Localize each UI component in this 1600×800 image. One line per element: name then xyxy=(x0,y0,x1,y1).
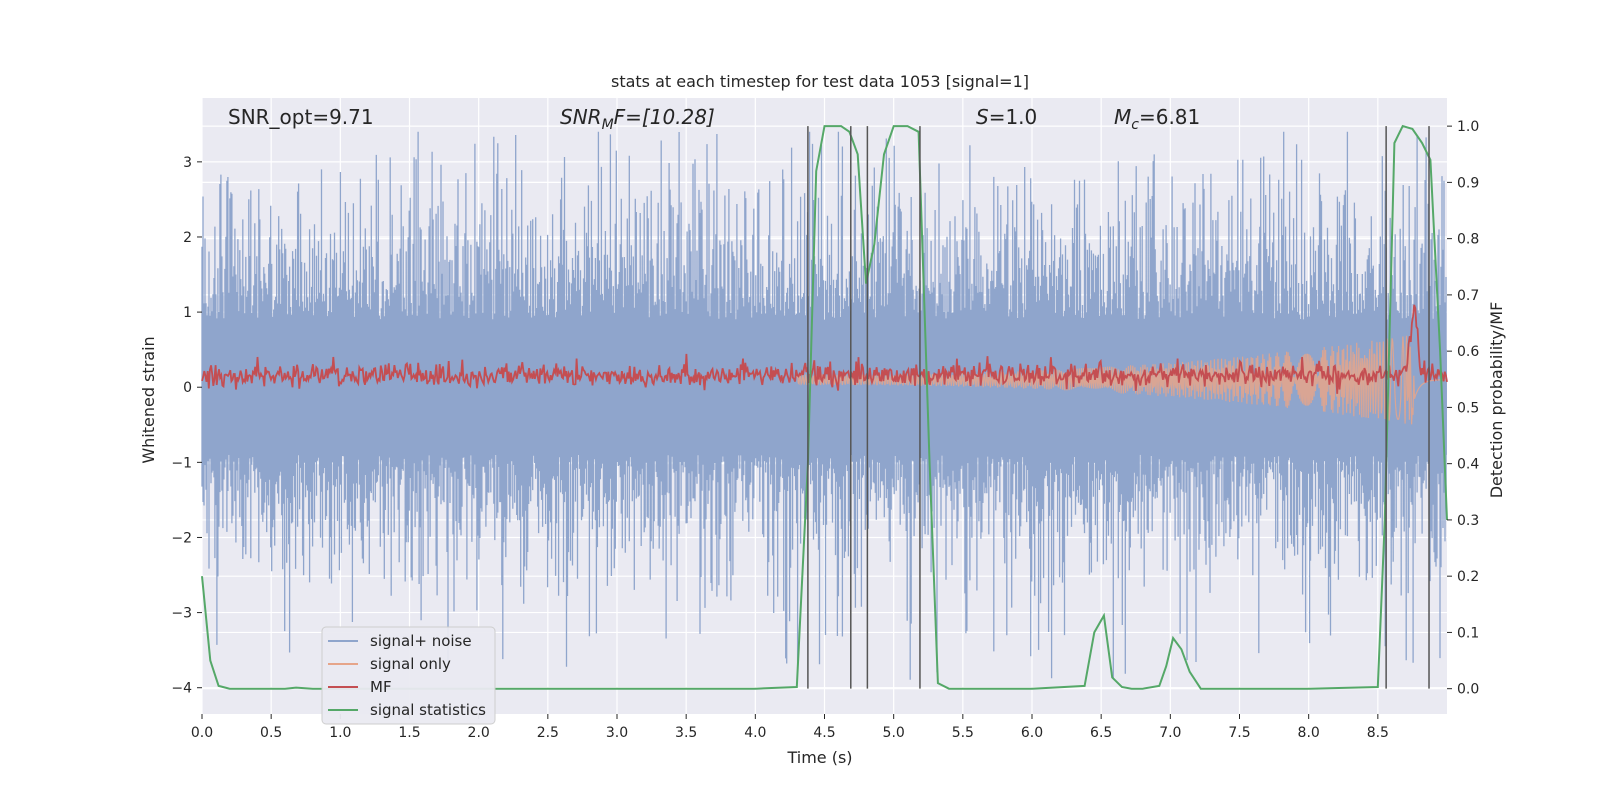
y-left-tick-label: −1 xyxy=(171,455,192,471)
x-tick-label: 3.5 xyxy=(675,725,697,741)
right-y-axis-ticks: 1.0 0.9 0.8 0.7 0.6 0.5 0.4 0.3 0.2 0.1 0.0 xyxy=(1447,119,1479,698)
x-tick-label: 1.5 xyxy=(398,725,420,741)
y-right-tick-label: 0.7 xyxy=(1457,288,1479,304)
y-right-tick-label: 0.8 xyxy=(1457,232,1479,248)
y-right-tick-label: 0.3 xyxy=(1457,513,1479,529)
y-right-tick-label: 0.2 xyxy=(1457,569,1479,585)
legend: signal+ noise signal only MF signal stat… xyxy=(321,626,496,725)
right-y-axis-label: Detection probability/MF xyxy=(1487,302,1506,499)
x-tick-label: 2.5 xyxy=(537,725,559,741)
mf-trace xyxy=(201,304,1448,394)
y-right-tick-label: 0.1 xyxy=(1457,625,1479,641)
x-axis-ticks: 0.0 0.5 1.0 1.5 2.0 2.5 3.0 3.5 4.0 4.5 5.0 5.5 6.0 6… xyxy=(191,714,1389,741)
snr-opt-annotation: SNR_opt=9.71 xyxy=(228,105,374,129)
x-tick-label: 8.0 xyxy=(1298,725,1320,741)
y-left-tick-label: 2 xyxy=(183,230,192,246)
y-right-tick-label: 0.0 xyxy=(1457,682,1479,698)
mc-base: M xyxy=(1114,105,1131,129)
legend-label-signal-only: signal only xyxy=(370,655,451,673)
x-tick-label: 2.0 xyxy=(468,725,490,741)
y-left-tick-label: 0 xyxy=(183,380,192,396)
y-left-tick-label: −2 xyxy=(171,530,192,546)
mc-subscript: c xyxy=(1131,117,1139,133)
y-right-tick-label: 0.4 xyxy=(1457,457,1479,473)
s-annotation: S=1.0 xyxy=(976,105,1037,129)
x-tick-label: 0.0 xyxy=(191,725,213,741)
x-tick-label: 4.5 xyxy=(813,725,835,741)
snr-mf-base: SNR xyxy=(560,105,602,129)
legend-label-mf: MF xyxy=(370,678,392,696)
y-left-tick-label: 1 xyxy=(183,305,192,321)
x-tick-label: 4.0 xyxy=(744,725,766,741)
s-value: =1.0 xyxy=(989,105,1038,129)
x-tick-label: 1.0 xyxy=(329,725,351,741)
left-y-axis-label: Whitened strain xyxy=(139,336,158,463)
y-left-tick-label: −4 xyxy=(171,681,192,697)
mf-series xyxy=(201,304,1448,394)
x-tick-label: 0.5 xyxy=(260,725,282,741)
detection-boundary-lines xyxy=(807,126,1430,689)
y-left-tick-label: 3 xyxy=(183,155,192,171)
y-right-tick-label: 1.0 xyxy=(1457,119,1479,135)
mc-annotation: Mc=6.81 xyxy=(1114,105,1200,133)
x-tick-label: 5.0 xyxy=(883,725,905,741)
x-tick-label: 7.5 xyxy=(1228,725,1250,741)
left-y-axis-ticks: 3 2 1 0 −1 −2 −3 −4 xyxy=(171,155,202,697)
mc-rest: =6.81 xyxy=(1139,105,1200,129)
legend-label-signal-noise: signal+ noise xyxy=(370,632,472,650)
chart-title: stats at each timestep for test data 105… xyxy=(611,72,1029,91)
x-tick-label: 8.5 xyxy=(1367,725,1389,741)
x-tick-label: 5.5 xyxy=(952,725,974,741)
y-right-tick-label: 0.6 xyxy=(1457,344,1479,360)
y-right-tick-label: 0.9 xyxy=(1457,175,1479,191)
snr-mf-rest: F=[10.28] xyxy=(614,105,715,129)
x-tick-label: 3.0 xyxy=(606,725,628,741)
legend-label-signal-statistics: signal statistics xyxy=(370,701,486,719)
x-tick-label: 7.0 xyxy=(1159,725,1181,741)
legend-box xyxy=(321,626,496,725)
y-right-tick-label: 0.5 xyxy=(1457,400,1479,416)
x-axis-label: Time (s) xyxy=(786,748,852,767)
x-tick-label: 6.0 xyxy=(1021,725,1043,741)
s-symbol: S xyxy=(976,105,989,129)
x-tick-label: 6.5 xyxy=(1090,725,1112,741)
y-left-tick-label: −3 xyxy=(171,606,192,622)
snr-mf-subscript: M xyxy=(602,117,614,133)
snr-mf-annotation: SNRMF=[10.28] xyxy=(560,105,715,133)
